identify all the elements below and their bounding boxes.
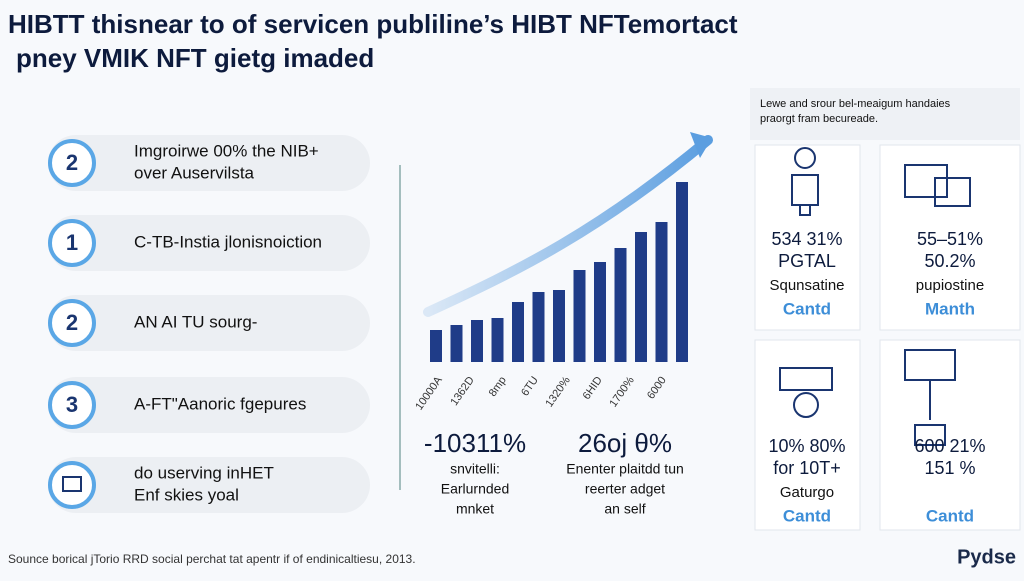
note: Lewe and srour bel-meaigum handaies	[760, 98, 951, 110]
list-pill	[48, 295, 370, 351]
bar	[594, 262, 606, 362]
footer: Sounce borical jTorio RRD social perchat…	[8, 552, 416, 566]
title: HIBTT thisnear to of servicen publiline’…	[8, 9, 738, 39]
badge	[48, 219, 96, 267]
card-value: 534 31%	[771, 229, 842, 249]
badge	[48, 381, 96, 429]
card-value: 10% 80%	[768, 436, 845, 456]
stat-text: snvitelli:	[450, 461, 500, 477]
list-pill	[48, 215, 370, 271]
x-label: 8mp	[487, 375, 509, 399]
stat-text: Enenter plaitdd tun	[566, 461, 684, 477]
list-pill	[48, 135, 370, 191]
arrow-head	[690, 132, 712, 158]
title: pney VMIK NFT gietg imaded	[16, 43, 374, 73]
stat-text: mnket	[456, 501, 494, 517]
list-text: AN AI TU sourg-	[134, 312, 257, 331]
icons	[779, 147, 971, 446]
x-label: 6TU	[519, 374, 541, 398]
card-tag: Manth	[925, 299, 975, 318]
stat-text: reerter adget	[585, 481, 665, 497]
logo: Pydse	[957, 546, 1016, 568]
bar	[655, 222, 668, 362]
list-pill	[48, 457, 370, 513]
badge	[48, 461, 96, 509]
x-label: 6HID	[581, 374, 605, 401]
card-value: 55–51%	[917, 229, 983, 249]
bar	[676, 182, 688, 362]
x-label: 1362D	[448, 374, 476, 407]
badge-number: 3	[66, 392, 78, 417]
stat-text: Earlurnded	[441, 481, 510, 497]
card-sub: pupiostine	[916, 277, 984, 294]
list-pill	[48, 377, 370, 433]
list-text: A-FT"Aanoric fgepures	[134, 394, 306, 413]
card-tag: Cantd	[926, 506, 974, 525]
card	[879, 144, 1021, 331]
card-value: 50.2%	[924, 251, 975, 271]
card-value: 151 %	[924, 458, 975, 478]
card-tag: Cantd	[783, 506, 831, 525]
card-value: for 10T+	[773, 458, 841, 478]
trend-arrow	[423, 135, 713, 317]
x-label: 1700%	[607, 374, 637, 409]
stat-value: -10311%	[424, 428, 526, 458]
note-box	[750, 88, 1020, 140]
card-sub: Squnsatine	[769, 277, 844, 294]
bar	[512, 302, 524, 362]
x-label: 10000A	[413, 374, 445, 412]
bar	[491, 318, 504, 362]
card-tag: Cantd	[783, 299, 831, 318]
list-text: Enf skies yoal	[134, 485, 239, 504]
badge-number: 2	[66, 310, 78, 335]
x-label: 1320%	[543, 374, 573, 409]
badge-icon	[62, 476, 82, 492]
list-text: do userving inHET	[134, 463, 274, 482]
card	[879, 339, 1021, 531]
list-text: over Auservilsta	[134, 163, 255, 182]
bar	[573, 270, 586, 362]
card-sub: Gaturgo	[780, 484, 834, 501]
bar	[450, 325, 463, 362]
list-text: Imgroirwe 00% the NIB+	[134, 141, 319, 160]
badge	[48, 139, 96, 187]
card	[754, 339, 861, 531]
badge-number: 2	[66, 150, 78, 175]
stat-text: an self	[604, 501, 645, 517]
bar	[614, 248, 627, 362]
x-label: 6000	[645, 375, 669, 402]
stat-value: 26oj θ%	[578, 428, 672, 458]
bar	[635, 232, 647, 362]
badge	[48, 299, 96, 347]
card-value: 600 21%	[914, 436, 985, 456]
list-text: C-TB-Instia jlonisnoiction	[134, 232, 322, 251]
bar	[430, 330, 442, 362]
note: praorgt fram becureade.	[760, 113, 878, 125]
badge-number: 1	[66, 230, 78, 255]
bar	[553, 290, 565, 362]
bar	[471, 320, 483, 362]
bar	[532, 292, 545, 362]
card-value: PGTAL	[778, 251, 836, 271]
